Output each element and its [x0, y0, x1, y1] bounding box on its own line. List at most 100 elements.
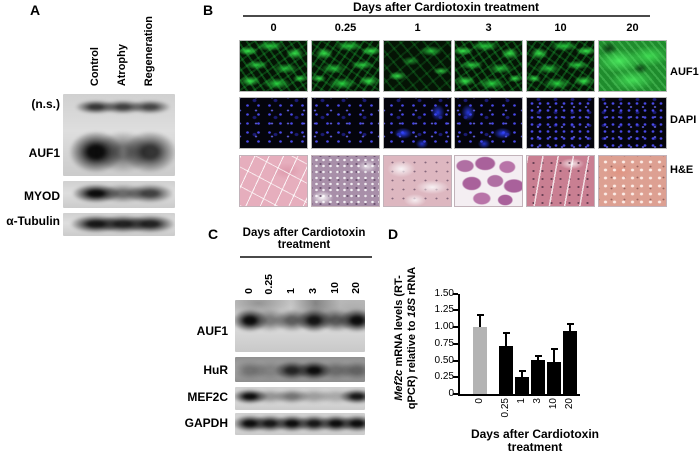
micrograph-he-day20 [598, 155, 667, 207]
blot-band [274, 389, 310, 405]
chart-x-axis-title-line2: treatment [507, 439, 563, 454]
y-tick-label: 1.25 [434, 304, 454, 316]
micrograph-dapi-day0 [239, 97, 308, 149]
blot-band [339, 389, 365, 405]
micrograph-auf1-day10 [526, 40, 595, 92]
western-blot-hur [235, 357, 365, 382]
y-title-text: rRNA [406, 266, 418, 298]
micrograph-dapi-day3 [454, 97, 523, 149]
c-lane-label-4: 10 [329, 282, 341, 294]
micrograph-row-label-dapi: DAPI [670, 114, 697, 126]
italic-gene-name: Mef2c [393, 369, 405, 401]
x-tick-label: 3 [531, 398, 543, 404]
micrograph-auf1-day3 [454, 40, 523, 92]
error-bar-cap [502, 332, 510, 334]
blot-band [235, 360, 268, 380]
y-title-text: mRNA levels (RT- [393, 275, 405, 370]
micrograph-auf1-day20 [598, 40, 667, 92]
y-tick-mark [453, 376, 458, 379]
blot-band [339, 360, 365, 380]
micrograph-dapi-day10 [526, 97, 595, 149]
b-column-label-2: 1 [414, 22, 421, 34]
blot-band [296, 389, 332, 405]
error-bar-line [553, 349, 555, 362]
c-lane-label-1: 0.25 [263, 273, 275, 294]
error-bar-cap [518, 370, 526, 372]
chart-x-axis-line [458, 394, 580, 396]
bar-day20 [563, 331, 577, 394]
b-column-label-5: 20 [626, 22, 639, 34]
b-column-label-3: 3 [485, 22, 492, 34]
micrograph-row-label-auf1: AUF1 [670, 66, 699, 78]
y-tick-label: 1.50 [434, 287, 454, 299]
y-tick-mark [453, 393, 458, 395]
error-bar-cap [534, 355, 542, 357]
blot-band [129, 100, 171, 114]
micrograph-auf1-day0.25 [311, 40, 380, 92]
y-tick-mark [453, 342, 458, 345]
chart-x-axis-title-line1: Days after Cardiotoxin [470, 427, 600, 441]
bar-day10 [547, 362, 561, 394]
micrograph-he-day0.25 [311, 155, 380, 207]
micrograph-he-day0 [239, 155, 308, 207]
error-bar-cap [476, 314, 484, 316]
western-blot-mef2c [235, 387, 365, 410]
x-tick-label: 20 [563, 398, 575, 410]
blot-row-label-gapdh: GAPDH [184, 416, 228, 430]
c-lane-label-3: 3 [307, 288, 319, 294]
chart-y-axis-title-line1: Mef2c mRNA levels (RT- [393, 267, 406, 409]
micrograph-he-day10 [526, 155, 595, 207]
error-bar-line [521, 371, 523, 377]
y-tick-label: 0.75 [434, 337, 454, 349]
panel-c-header-line2: treatment [277, 239, 331, 251]
y-tick-mark [453, 326, 458, 328]
x-tick-label: 0 [473, 398, 485, 404]
micrograph-auf1-day1 [383, 40, 452, 92]
c-lane-label-2: 1 [285, 288, 297, 294]
western-blot-auf1-timecourse [235, 300, 365, 352]
micrograph-he-day1 [383, 155, 452, 207]
italic-gene-name: 18S [406, 297, 418, 318]
x-tick-label: 10 [547, 398, 559, 410]
panel-d-letter: D [388, 226, 399, 242]
blot-band [339, 415, 365, 433]
panel-a-letter: A [30, 2, 41, 18]
western-blot-myod [63, 181, 175, 208]
y-tick-mark [453, 309, 458, 312]
panel-c-header-line1: Days after Cardiotoxin [242, 227, 366, 239]
bar-day0.25 [499, 346, 513, 394]
y-tick-mark [453, 292, 458, 295]
chart-y-axis-title-line2: qPCR) relative to 18S rRNA [406, 267, 419, 409]
micrograph-dapi-day1 [383, 97, 452, 149]
y-tick-label: 0.25 [434, 371, 454, 383]
error-bar-cap [550, 348, 558, 350]
y-tick-label: 0.50 [434, 354, 454, 366]
y-tick-mark [453, 359, 458, 362]
chart-y-axis-line [458, 294, 460, 395]
error-bar-line [569, 324, 571, 331]
micrograph-auf1-day0 [239, 40, 308, 92]
blot-row-label-ns: (n.s.) [31, 97, 60, 111]
blot-band [296, 360, 332, 380]
error-bar-cap [566, 323, 574, 325]
lane-label-2: Regeneration [143, 15, 155, 86]
blot-band [235, 389, 268, 405]
blot-row-label-auf1: AUF1 [28, 146, 60, 160]
micrograph-dapi-day20 [598, 97, 667, 149]
y-tick-label: 0 [448, 388, 454, 399]
western-blot-gapdh [235, 413, 365, 435]
blot-row-label-hur: HuR [203, 363, 228, 377]
panel-b-letter: B [203, 2, 214, 18]
blot-band [124, 215, 175, 233]
bar-day3 [531, 360, 545, 394]
x-tick-label: 1 [515, 398, 527, 404]
panel-b-header: Days after Cardiotoxin treatment [352, 0, 540, 14]
panel-b-header-rule [243, 15, 650, 17]
blot-row-label-tubulin: α-Tubulin [6, 214, 60, 228]
chart-x-axis-title: Days after Cardiotoxin treatment [440, 428, 630, 453]
panel-c-header-rule [240, 256, 372, 258]
error-bar-line [479, 315, 481, 327]
y-title-text: qPCR) relative to [406, 317, 418, 410]
panel-c-letter: C [208, 226, 219, 242]
